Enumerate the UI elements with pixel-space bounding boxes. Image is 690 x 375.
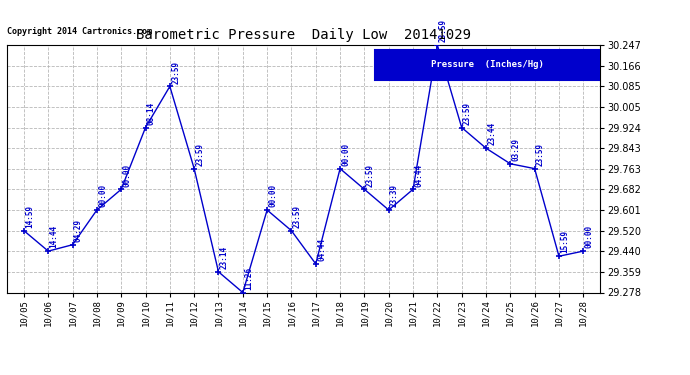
Text: 23:59: 23:59 (171, 60, 180, 84)
Text: 14:59: 14:59 (26, 205, 34, 228)
Text: 23:59: 23:59 (366, 164, 375, 186)
Text: Copyright 2014 Cartronics.com: Copyright 2014 Cartronics.com (7, 27, 152, 36)
Text: 11:26: 11:26 (244, 267, 253, 290)
Text: 03:29: 03:29 (512, 138, 521, 161)
Text: 23:59: 23:59 (536, 143, 545, 166)
Text: 04:44: 04:44 (415, 164, 424, 186)
Text: 23:59: 23:59 (463, 102, 472, 125)
Text: 23:39: 23:39 (390, 184, 399, 207)
Text: 15:59: 15:59 (560, 230, 569, 254)
Text: 00:00: 00:00 (123, 164, 132, 186)
Bar (375, 50, 600, 80)
Text: 23:44: 23:44 (487, 122, 496, 146)
Text: 23:59: 23:59 (195, 143, 204, 166)
Text: 04:29: 04:29 (74, 219, 83, 242)
Text: 00:00: 00:00 (342, 143, 351, 166)
Text: 00:00: 00:00 (98, 184, 107, 207)
Text: Pressure  (Inches/Hg): Pressure (Inches/Hg) (431, 60, 544, 69)
Text: 23:59: 23:59 (293, 205, 302, 228)
Text: 00:00: 00:00 (584, 225, 593, 248)
Text: 04:44: 04:44 (317, 238, 326, 261)
Title: Barometric Pressure  Daily Low  20141029: Barometric Pressure Daily Low 20141029 (136, 28, 471, 42)
Text: 23:59: 23:59 (439, 19, 448, 42)
Text: 23:14: 23:14 (220, 246, 229, 269)
Text: 08:14: 08:14 (147, 102, 156, 125)
Text: 14:44: 14:44 (50, 225, 59, 248)
Text: 00:00: 00:00 (268, 184, 277, 207)
